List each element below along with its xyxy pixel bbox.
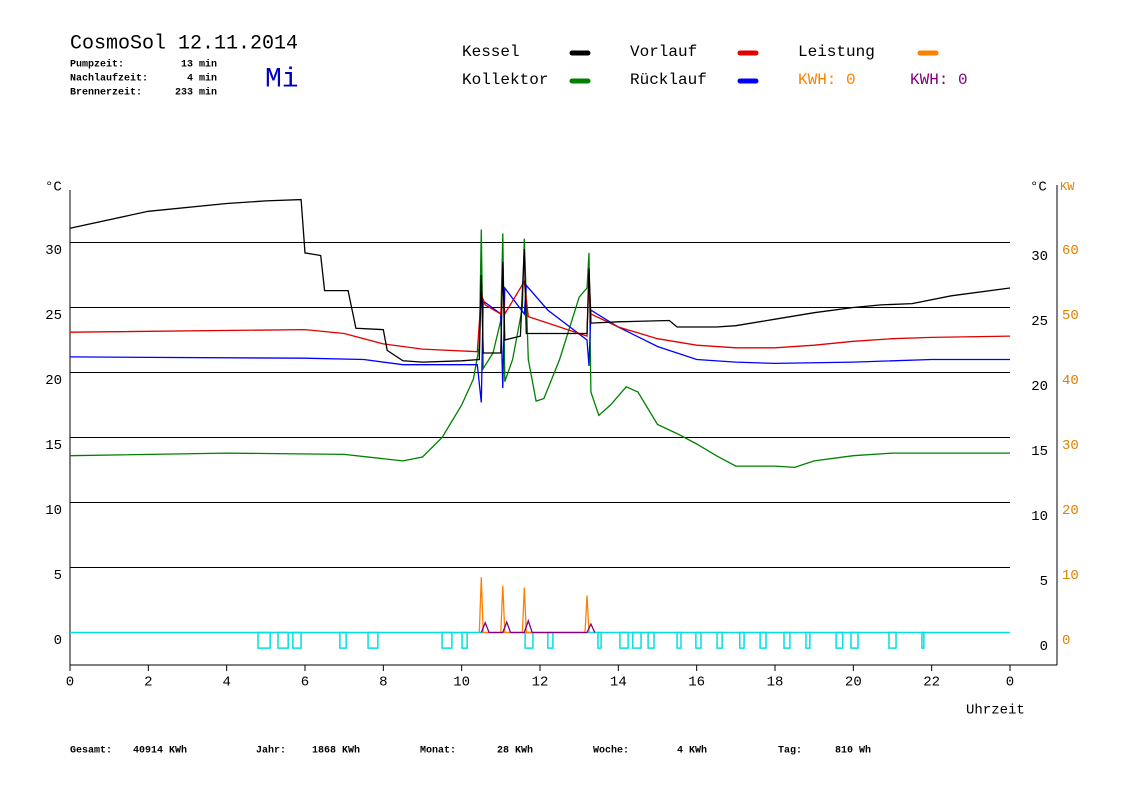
day: Mi (265, 64, 299, 95)
y-tick-label-right: 30 (1031, 249, 1048, 265)
pump-on (277, 631, 289, 649)
y2-axis-label: °C (1030, 180, 1047, 196)
y2-tick-label: 60 (1062, 243, 1079, 259)
stat-value: 233 min (175, 87, 217, 99)
y-tick-label: 5 (54, 568, 62, 584)
stat-label: Nachlaufzeit: (70, 73, 148, 85)
pump-on (739, 631, 745, 649)
kwh-label: KWH: 0 (910, 71, 968, 89)
y-tick-label: 20 (45, 373, 62, 389)
stat-label: Brennerzeit: (70, 87, 142, 99)
y-tick-label-right: 0 (1040, 639, 1048, 655)
footer-value: 1868 KWh (312, 745, 360, 757)
pump-on (850, 631, 859, 649)
y-tick-label-right: 15 (1031, 444, 1048, 460)
pump-on (647, 631, 655, 649)
legend-label: Rücklauf (630, 71, 707, 89)
y-tick-label-right: 25 (1031, 314, 1048, 330)
footer-value: 4 KWh (677, 745, 707, 757)
y2-axis-label: KW (1060, 180, 1075, 194)
footer-value: 28 KWh (497, 745, 533, 757)
x-tick-label: 0 (66, 675, 74, 691)
y2-tick-label: 50 (1062, 308, 1079, 324)
x-tick-label: 4 (222, 675, 230, 691)
pump-on (461, 631, 468, 649)
footer-value: 810 Wh (835, 745, 871, 757)
x-tick-label: 6 (301, 675, 309, 691)
series-line (69, 229, 1010, 469)
legend-label: Vorlauf (630, 43, 697, 61)
footer-label: Monat: (420, 746, 456, 757)
pump-on (695, 631, 702, 649)
y-tick-label-right: 10 (1031, 509, 1048, 525)
stat-label: Pumpzeit: (70, 59, 124, 71)
stat-value: 4 min (187, 73, 217, 85)
pump-on (441, 631, 453, 649)
x-tick-label: 16 (688, 675, 705, 691)
pump-on (888, 631, 897, 649)
pump-on (524, 631, 534, 649)
x-tick-label: 22 (923, 675, 940, 691)
kwh-label: KWH: 0 (798, 71, 856, 89)
series-line (69, 283, 1010, 403)
pump-on (547, 631, 554, 649)
pump-on (783, 631, 791, 649)
y2-tick-label: 30 (1062, 438, 1079, 454)
pump-on (632, 631, 642, 649)
x-tick-label: 0 (1006, 675, 1014, 691)
pump-on (805, 631, 811, 649)
pump-on (597, 631, 602, 649)
legend-label: Kollektor (462, 71, 548, 89)
series-line (478, 577, 590, 634)
stat-value: 13 min (181, 59, 217, 71)
pump-on (292, 631, 302, 649)
series-line (480, 618, 596, 634)
pump-on (835, 631, 844, 649)
pump-on (921, 631, 925, 649)
title: CosmoSol 12.11.2014 (70, 32, 298, 55)
y2-tick-label: 0 (1062, 633, 1070, 649)
y-tick-label: 25 (45, 308, 62, 324)
pump-on (339, 631, 347, 649)
x-tick-label: 2 (144, 675, 152, 691)
legend-label: Leistung (798, 43, 875, 61)
x-tick-label: 14 (610, 675, 627, 691)
footer-label: Woche: (593, 745, 629, 757)
footer-label: Jahr: (256, 745, 286, 757)
footer-label: Tag: (778, 746, 802, 757)
legend-label: Kessel (462, 43, 520, 61)
y-tick-label-right: 5 (1040, 574, 1048, 590)
x-tick-label: 8 (379, 675, 387, 691)
x-axis-label: Uhrzeit (966, 703, 1025, 719)
x-tick-label: 20 (845, 675, 862, 691)
y-tick-label: 0 (54, 633, 62, 649)
pump-on (759, 631, 767, 649)
y2-tick-label: 40 (1062, 373, 1079, 389)
x-tick-label: 12 (532, 675, 549, 691)
series-line (69, 274, 1011, 353)
series-line (69, 198, 1011, 363)
y2-tick-label: 10 (1062, 568, 1079, 584)
y-tick-label-right: 20 (1031, 379, 1048, 395)
y-axis-label: °C (45, 180, 62, 196)
pump-on (257, 631, 271, 649)
x-tick-label: 18 (767, 675, 784, 691)
footer-label: Gesamt: (70, 746, 112, 757)
pump-on (367, 631, 379, 649)
y2-tick-label: 20 (1062, 503, 1079, 519)
x-tick-label: 10 (453, 675, 470, 691)
y-tick-label: 15 (45, 438, 62, 454)
pump-on (716, 631, 723, 649)
y-tick-label: 30 (45, 243, 62, 259)
pump-on (619, 631, 629, 649)
footer-value: 40914 KWh (133, 745, 187, 757)
y-tick-label: 10 (45, 503, 62, 519)
pump-on (676, 631, 682, 649)
